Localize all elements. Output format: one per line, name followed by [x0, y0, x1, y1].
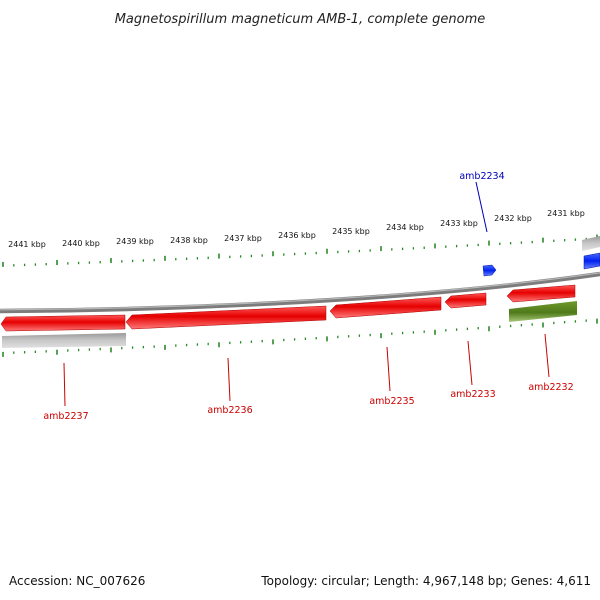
- outer-tick-ruler: [2, 234, 598, 267]
- tick-label-2440: 2440 kbp: [62, 239, 100, 248]
- leader-amb2234: [475, 181, 488, 233]
- tick-label-2438: 2438 kbp: [170, 236, 208, 245]
- green-feature-amb2232[interactable]: [509, 301, 577, 322]
- tick-label-2432: 2432 kbp: [494, 214, 532, 223]
- gene-label-amb2233[interactable]: amb2233: [450, 389, 495, 400]
- tick-label-2441: 2441 kbp: [8, 240, 46, 249]
- gray-feature-top-right[interactable]: [582, 236, 600, 251]
- tick-label-2434: 2434 kbp: [386, 223, 424, 232]
- gray-feature-lower-left[interactable]: [2, 333, 126, 348]
- gene-label-amb2234[interactable]: amb2234: [459, 171, 504, 182]
- genome-backbone: [0, 271, 600, 314]
- genome-backbone-highlight: [0, 272, 600, 311]
- tick-label-2436: 2436 kbp: [278, 231, 316, 240]
- gene-amb2233-arrow[interactable]: [444, 292, 487, 309]
- accession-text: Accession: NC_007626: [9, 574, 146, 588]
- topology-text: Topology: circular; Length: 4,967,148 bp…: [261, 574, 591, 588]
- gene-amb2235-arrow[interactable]: [329, 296, 442, 319]
- gene-label-amb2236[interactable]: amb2236: [207, 405, 252, 416]
- leader-amb2235: [386, 346, 391, 392]
- leader-amb2236: [227, 357, 231, 402]
- gene-amb2236-arrow[interactable]: [125, 305, 327, 330]
- tick-label-2439: 2439 kbp: [116, 237, 154, 246]
- leader-amb2233: [467, 340, 473, 386]
- kbp-tick-labels: 2441 kbp 2440 kbp 2439 kbp 2438 kbp 2437…: [8, 209, 585, 249]
- gene-amb2234-forward-arrow[interactable]: [482, 264, 497, 277]
- gene-amb2232-arrow[interactable]: [506, 284, 576, 303]
- gene-amb2237-arrow[interactable]: [0, 314, 126, 332]
- tick-label-2435: 2435 kbp: [332, 227, 370, 236]
- gene-label-amb2232[interactable]: amb2232: [528, 382, 573, 393]
- tick-label-2433: 2433 kbp: [440, 219, 478, 228]
- blue-feature-edge[interactable]: [583, 252, 600, 270]
- gene-label-amb2235[interactable]: amb2235: [369, 396, 414, 407]
- inner-tick-ruler: [2, 318, 598, 357]
- map-title: Magnetospirillum magneticum AMB-1, compl…: [115, 12, 486, 27]
- tick-label-2431: 2431 kbp: [547, 209, 585, 218]
- leader-amb2232: [544, 333, 550, 378]
- leader-amb2237: [63, 362, 66, 407]
- gene-label-amb2237[interactable]: amb2237: [43, 411, 88, 422]
- tick-label-2437: 2437 kbp: [224, 234, 262, 243]
